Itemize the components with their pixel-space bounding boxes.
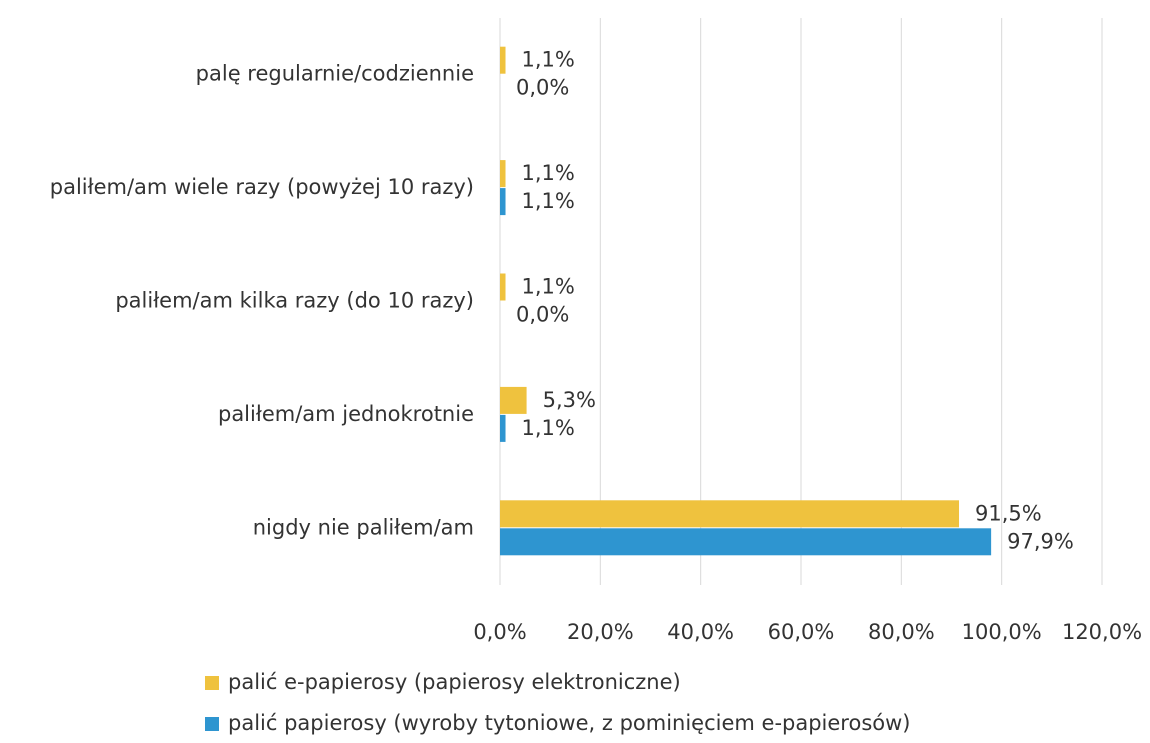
x-tick-label: 0,0% [473,620,526,644]
y-tick-label: paliłem/am jednokrotnie [218,402,474,426]
x-tick-label: 20,0% [567,620,634,644]
value-label: 5,3% [543,388,596,412]
y-tick-label: paliłem/am wiele razy (powyżej 10 razy) [50,175,474,199]
value-label: 0,0% [516,303,569,327]
legend-swatch [205,676,219,690]
bar [500,500,960,528]
legend-swatch [205,717,219,731]
bar [500,188,506,216]
bar [500,273,506,301]
value-label: 1,1% [522,275,575,299]
bar [500,414,506,442]
bar [500,528,992,556]
legend-label: palić e-papierosy (papierosy elektronicz… [228,670,681,694]
value-label: 1,1% [522,48,575,72]
legend-label: palić papierosy (wyroby tytoniowe, z pom… [228,711,911,735]
value-label: 97,9% [1007,529,1074,553]
bar [500,160,506,188]
y-tick-label: palę regularnie/codziennie [196,62,474,86]
y-tick-label: nigdy nie paliłem/am [253,515,474,539]
value-label: 1,1% [522,416,575,440]
bar [500,46,506,74]
bar [500,386,527,414]
x-tick-label: 100,0% [962,620,1042,644]
x-tick-label: 60,0% [768,620,835,644]
x-tick-label: 80,0% [868,620,935,644]
x-tick-label: 120,0% [1062,620,1142,644]
value-label: 0,0% [516,76,569,100]
x-tick-label: 40,0% [667,620,734,644]
value-label: 1,1% [522,161,575,185]
value-label: 1,1% [522,189,575,213]
y-tick-label: paliłem/am kilka razy (do 10 razy) [115,289,474,313]
value-label: 91,5% [975,501,1042,525]
